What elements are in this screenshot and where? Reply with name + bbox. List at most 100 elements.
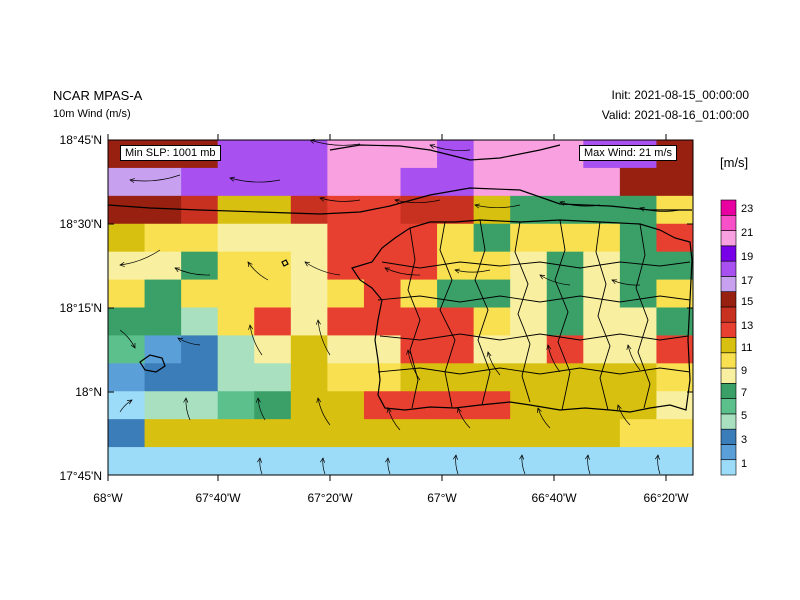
wind-cell <box>181 223 219 253</box>
wind-cell <box>290 251 328 281</box>
wind-vector <box>657 454 661 475</box>
lat-label: 18°15'N <box>60 301 102 315</box>
colorbar-label: 7 <box>741 387 748 399</box>
wind-cell <box>144 195 182 225</box>
wind-cell <box>546 447 584 476</box>
wind-cell <box>217 223 255 253</box>
wind-cell <box>510 419 548 448</box>
wind-cell <box>473 363 511 392</box>
colorbar-swatch <box>720 352 737 369</box>
colorbar-swatch <box>720 306 737 323</box>
wind-cell <box>656 279 694 308</box>
wind-cell <box>181 363 219 392</box>
wind-vector-head <box>174 267 181 273</box>
wind-cell <box>510 140 548 169</box>
colorbar-label: 5 <box>741 410 748 422</box>
wind-vector-head <box>315 319 321 325</box>
wind-cell <box>400 363 438 392</box>
wind-cell <box>144 279 182 308</box>
wind-vector-head <box>129 178 135 184</box>
colorbar-swatch <box>720 444 737 461</box>
colorbar-swatch <box>720 459 737 476</box>
wind-vector <box>627 344 641 371</box>
wind-vector-head <box>454 268 460 274</box>
wind-vector-head <box>248 324 254 330</box>
wind-cell <box>181 419 219 448</box>
wind-cell <box>473 335 511 364</box>
wind-cell <box>144 391 182 420</box>
wind-cell <box>400 167 438 197</box>
min-slp-box: Min SLP: 1001 mb <box>120 145 221 161</box>
wind-cell <box>217 363 255 392</box>
wind-cell <box>290 279 328 308</box>
wind-cell <box>144 363 182 392</box>
wind-vector <box>394 199 441 204</box>
wind-cell <box>583 167 621 197</box>
wind-cell <box>327 335 365 364</box>
wind-cell <box>217 335 255 364</box>
colorbar <box>720 199 737 476</box>
wind-cell <box>473 167 511 197</box>
wind-vector-head <box>616 404 622 410</box>
wind-vector-head <box>452 454 458 460</box>
colorbar-swatch <box>720 428 737 445</box>
wind-cell <box>254 335 292 364</box>
wind-vector-head <box>304 261 310 267</box>
wind-cell <box>181 307 219 336</box>
wind-cell <box>144 223 182 253</box>
wind-cell <box>108 363 146 392</box>
wind-cell <box>217 419 255 448</box>
colorbar-swatch <box>720 337 737 354</box>
wind-vector-head <box>611 279 618 285</box>
wind-cell <box>217 140 255 169</box>
wind-vector-head <box>639 206 645 212</box>
wind-cell <box>363 335 401 364</box>
colorbar-swatch <box>720 276 737 292</box>
wind-cell <box>473 447 511 476</box>
wind-vector <box>455 454 459 475</box>
plot-title: NCAR MPAS-A <box>53 88 143 103</box>
plot-subtitle: 10m Wind (m/s) <box>53 108 131 120</box>
colorbar-label: 13 <box>741 320 754 332</box>
wind-cell <box>437 363 475 392</box>
colorbar-swatch <box>720 413 737 430</box>
wind-cell <box>473 307 511 336</box>
wind-cell <box>181 447 219 476</box>
wind-vector <box>309 139 361 146</box>
lat-label: 17°45'N <box>60 469 102 483</box>
wind-vector <box>559 201 601 207</box>
colorbar-label: 17 <box>741 275 754 287</box>
wind-vector <box>174 267 211 276</box>
colorbar-label: 1 <box>741 458 748 470</box>
colorbar-swatch <box>720 291 737 308</box>
wind-cell <box>290 419 328 448</box>
wind-cell <box>473 279 511 308</box>
wind-cell <box>108 279 146 308</box>
wind-vector <box>454 269 491 273</box>
wind-cell <box>363 167 401 197</box>
wind-vector <box>259 457 263 475</box>
wind-cell <box>437 167 475 197</box>
wind-cell <box>510 279 548 308</box>
lon-axis: 68°W 67°40'W 67°20'W 67°W 66°40'W 66°20'… <box>93 491 689 505</box>
wind-cell <box>400 195 438 225</box>
coastline-island <box>351 219 693 413</box>
wind-cell <box>473 419 511 448</box>
wind-cell <box>619 223 657 253</box>
wind-cell <box>290 447 328 476</box>
wind-vector <box>617 404 631 426</box>
wind-cell <box>254 140 292 169</box>
colorbar-label: 15 <box>741 296 754 308</box>
wind-cell <box>327 391 365 420</box>
wind-vector-head <box>546 344 552 350</box>
wind-cell <box>583 363 621 392</box>
wind-vector <box>319 197 361 202</box>
wind-cell <box>290 335 328 364</box>
wind-vector <box>387 407 401 431</box>
lon-label: 67°W <box>427 491 457 505</box>
wind-cell <box>217 447 255 476</box>
wind-cell <box>510 447 548 476</box>
wind-vector-head <box>385 457 390 463</box>
wind-cell <box>254 447 292 476</box>
